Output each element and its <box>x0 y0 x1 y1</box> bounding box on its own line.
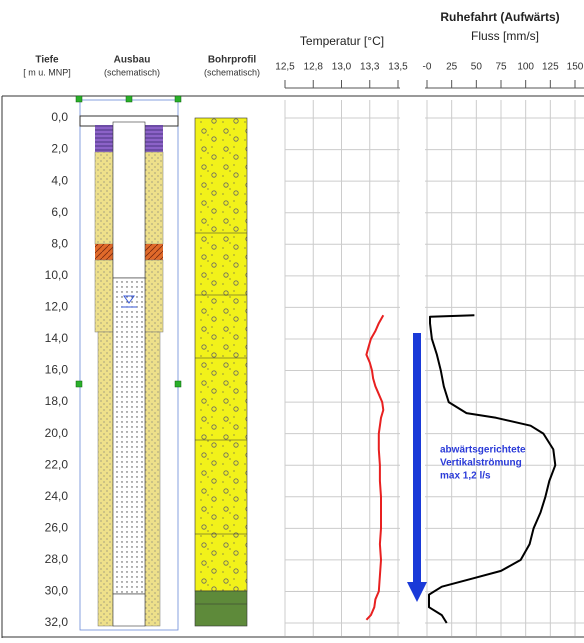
x-tick-label: 125 <box>542 62 559 73</box>
y-tick-label: 0,0 <box>51 110 68 124</box>
x-tick-label: -0 <box>423 62 432 73</box>
y-tick-label: 6,0 <box>51 205 68 219</box>
y-tick-label: 32,0 <box>45 615 69 629</box>
depth-label: Tiefe <box>35 55 59 66</box>
data-line <box>429 315 555 623</box>
y-tick-label: 12,0 <box>45 300 69 314</box>
x-tick-label: 75 <box>495 62 507 73</box>
depth-unit: [ m u. MNP] <box>23 67 71 77</box>
temperature-title: Temperatur [°C] <box>300 34 384 48</box>
x-tick-label: 13,3 <box>360 62 380 73</box>
column-subtitle: (schematisch) <box>104 67 160 77</box>
annotation: abwärtsgerichtete <box>440 445 526 456</box>
data-line <box>366 315 383 620</box>
chart: 0,0 2,0 4,0 6,0 8,0 10,0 12,0 14,0 16,0 18,0 20,0 2… <box>0 0 584 638</box>
y-tick-label: 22,0 <box>45 457 69 471</box>
flow-title: Ruhefahrt (Aufwärts) <box>440 10 559 24</box>
x-tick-label: 150 <box>567 62 584 73</box>
annotation: Vertikalströmung <box>440 458 522 469</box>
x-tick-label: 50 <box>471 62 483 73</box>
column-title: Bohrprofil <box>208 55 257 66</box>
column-subtitle: (schematisch) <box>204 67 260 77</box>
y-tick-label: 28,0 <box>45 552 69 566</box>
x-tick-label: 12,5 <box>275 62 295 73</box>
y-tick-label: 10,0 <box>45 268 69 282</box>
y-tick-label: 30,0 <box>45 584 69 598</box>
y-tick-label: 14,0 <box>45 331 69 345</box>
y-tick-label: 16,0 <box>45 363 69 377</box>
x-tick-label: 25 <box>446 62 458 73</box>
y-tick-label: 26,0 <box>45 520 69 534</box>
x-tick-label: 100 <box>517 62 534 73</box>
y-tick-label: 18,0 <box>45 394 69 408</box>
ausbau-column <box>76 96 181 630</box>
flow-arrowhead <box>407 582 427 602</box>
y-tick-label: 8,0 <box>51 236 68 250</box>
annotation: max 1,2 l/s <box>440 471 491 482</box>
flow-xlabel: Fluss [mm/s] <box>471 29 539 43</box>
x-tick-label: 12,8 <box>304 62 324 73</box>
x-tick-label: 13,0 <box>332 62 352 73</box>
y-tick-label: 24,0 <box>45 489 69 503</box>
x-tick-label: 13,5 <box>388 62 408 73</box>
y-tick-label: 4,0 <box>51 173 68 187</box>
frame <box>2 96 584 638</box>
column-title: Ausbau <box>114 55 151 66</box>
bohrprofil-column <box>195 118 247 626</box>
y-tick-label: 2,0 <box>51 142 68 156</box>
y-tick-label: 20,0 <box>45 426 69 440</box>
